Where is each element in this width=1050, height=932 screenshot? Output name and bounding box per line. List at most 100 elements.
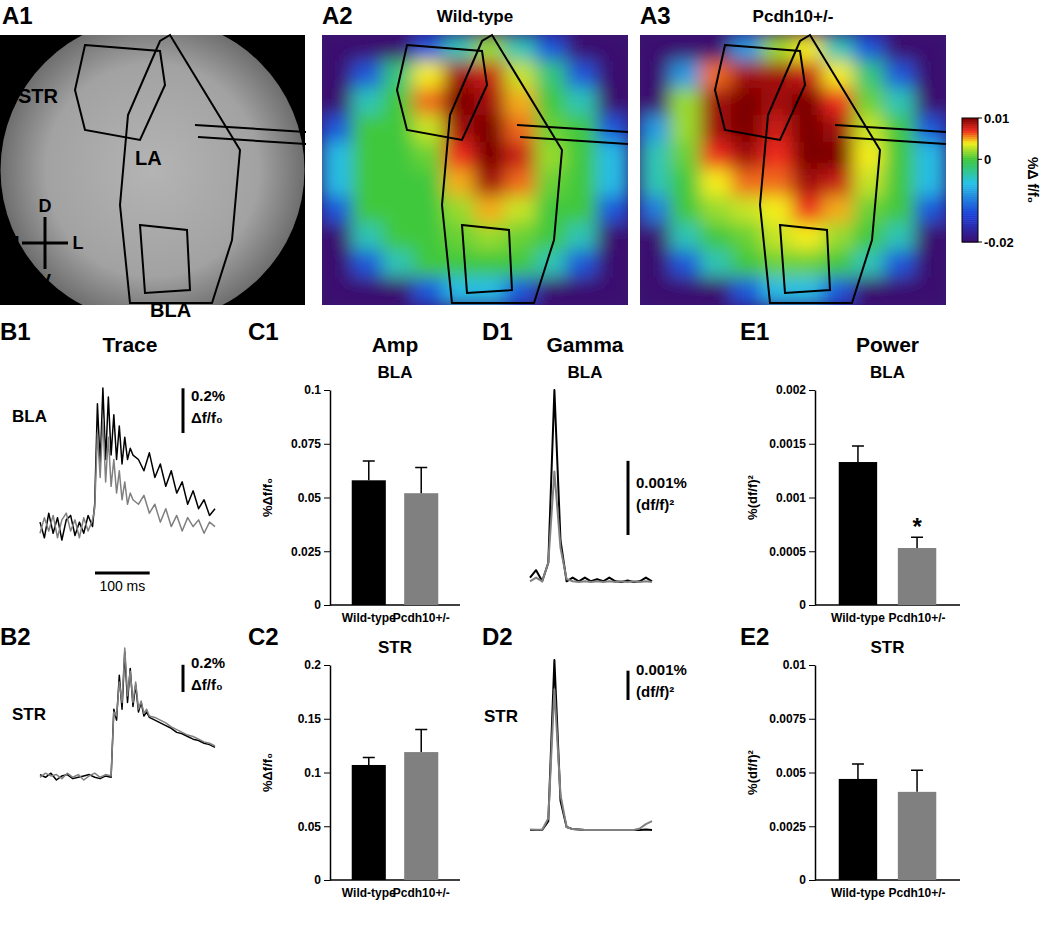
heatmap-cell (413, 223, 446, 252)
heatmap-cell (505, 142, 538, 171)
tick-label: 0.1 (304, 383, 321, 397)
region-outline (760, 35, 880, 303)
heatmap-cell (792, 61, 825, 90)
tick-mark (324, 390, 330, 391)
heatmap-cell (352, 250, 385, 279)
tick: 0.005 (776, 766, 815, 780)
panel-label: D2 (482, 623, 513, 650)
heatmap-cell (792, 196, 825, 225)
series-line (40, 648, 215, 780)
plot-lines (530, 390, 652, 582)
heatmap-cell (884, 35, 917, 63)
heatmap-cell (853, 196, 886, 225)
heatmap-cell (670, 88, 703, 117)
heatmap-cell (884, 250, 917, 279)
colorbar: 0.010-0.02%Δ f/f₀ (962, 111, 1041, 250)
heatmap-cell (761, 223, 794, 252)
panel-subtitle: STR (871, 638, 905, 657)
bar (839, 462, 877, 605)
heatmap-cell (474, 61, 507, 90)
heatmap-cell (322, 115, 354, 144)
compass (22, 242, 68, 245)
tick-mark (324, 551, 330, 552)
x-axis-line (815, 879, 960, 881)
panel-subtitle: STR (12, 705, 46, 724)
heatmap-cell (596, 61, 628, 90)
heatmap-cell (670, 277, 703, 305)
tick-mark (324, 498, 330, 499)
panel-subtitle: STR (484, 707, 518, 726)
bar (404, 752, 438, 880)
heatmap-cell (914, 142, 946, 171)
heatmap-cell (823, 115, 856, 144)
heatmap-cell (640, 61, 672, 90)
scale-bar-label: 0.2% (191, 387, 225, 404)
tick: 0.1 (304, 766, 330, 780)
heatmap-cell (731, 35, 764, 63)
panel-label: C1 (248, 318, 279, 345)
heatmap-cell (853, 35, 886, 63)
annotation: LA (135, 147, 162, 169)
heatmap-cell (700, 277, 733, 305)
heatmap-cell (640, 35, 672, 63)
heatmap-cell (914, 277, 946, 305)
colorbar-tick-label: -0.02 (984, 235, 1014, 250)
category-label: Pcdh10+/- (889, 886, 946, 900)
panel-subtitle: BLA (12, 407, 47, 426)
heatmap-cell (731, 142, 764, 171)
heatmap-cell (670, 196, 703, 225)
heatmap-cell (731, 169, 764, 198)
heatmap-background (640, 35, 946, 305)
tick-mark (809, 880, 815, 881)
heatmap-cell (566, 142, 599, 171)
heatmap-cell (566, 196, 599, 225)
x-axis-line (330, 604, 460, 606)
significance-mark: * (912, 513, 922, 540)
heatmap-cell (853, 61, 886, 90)
heatmap-cell (352, 88, 385, 117)
tick: 0.025 (291, 545, 330, 559)
y-axis-title: %(df/f)² (745, 749, 760, 794)
heatmap-cells (640, 35, 946, 305)
plot-lines (40, 648, 215, 780)
heatmap-cell (352, 142, 385, 171)
y-axis: 00.0250.050.0750.1 (291, 383, 331, 612)
heatmap-cell (761, 277, 794, 305)
heatmap-cell (322, 61, 354, 90)
heatmap-cell (413, 196, 446, 225)
heatmap-cell (352, 196, 385, 225)
bar (352, 480, 386, 605)
bar (352, 765, 386, 880)
heatmap-cell (566, 35, 599, 63)
colorbar-tick (978, 159, 982, 160)
heatmap-cell (413, 61, 446, 90)
tick-mark (809, 605, 815, 606)
plot-bars (839, 446, 937, 605)
heatmap-cell (382, 115, 415, 144)
heatmap-cell (352, 61, 385, 90)
series-line (40, 652, 215, 780)
heatmap-cell (596, 250, 628, 279)
heatmap-cell (596, 277, 628, 305)
heatmap-cell (474, 196, 507, 225)
heatmap-cell (535, 35, 568, 63)
heatmap-panel (639, 34, 947, 306)
region-outline (120, 35, 240, 303)
heatmap-cell (322, 196, 354, 225)
heatmap-cell (670, 115, 703, 144)
image-panel: STRLABLADMLV (0, 18, 306, 322)
heatmap-cell (382, 35, 415, 63)
electrode (520, 137, 628, 144)
plot-lines (40, 388, 215, 540)
heatmap-cell (413, 250, 446, 279)
tick-label: 0.0075 (769, 712, 806, 726)
tick-mark (809, 665, 815, 666)
heatmap-cell (596, 169, 628, 198)
panel-title: Amp (372, 333, 419, 356)
heatmap-cell (640, 169, 672, 198)
category-label: Wild-type (342, 886, 396, 900)
electrode (838, 137, 946, 144)
heatmap-cell (761, 142, 794, 171)
tick-label: 0.2 (304, 658, 321, 672)
heatmap-cell (474, 142, 507, 171)
